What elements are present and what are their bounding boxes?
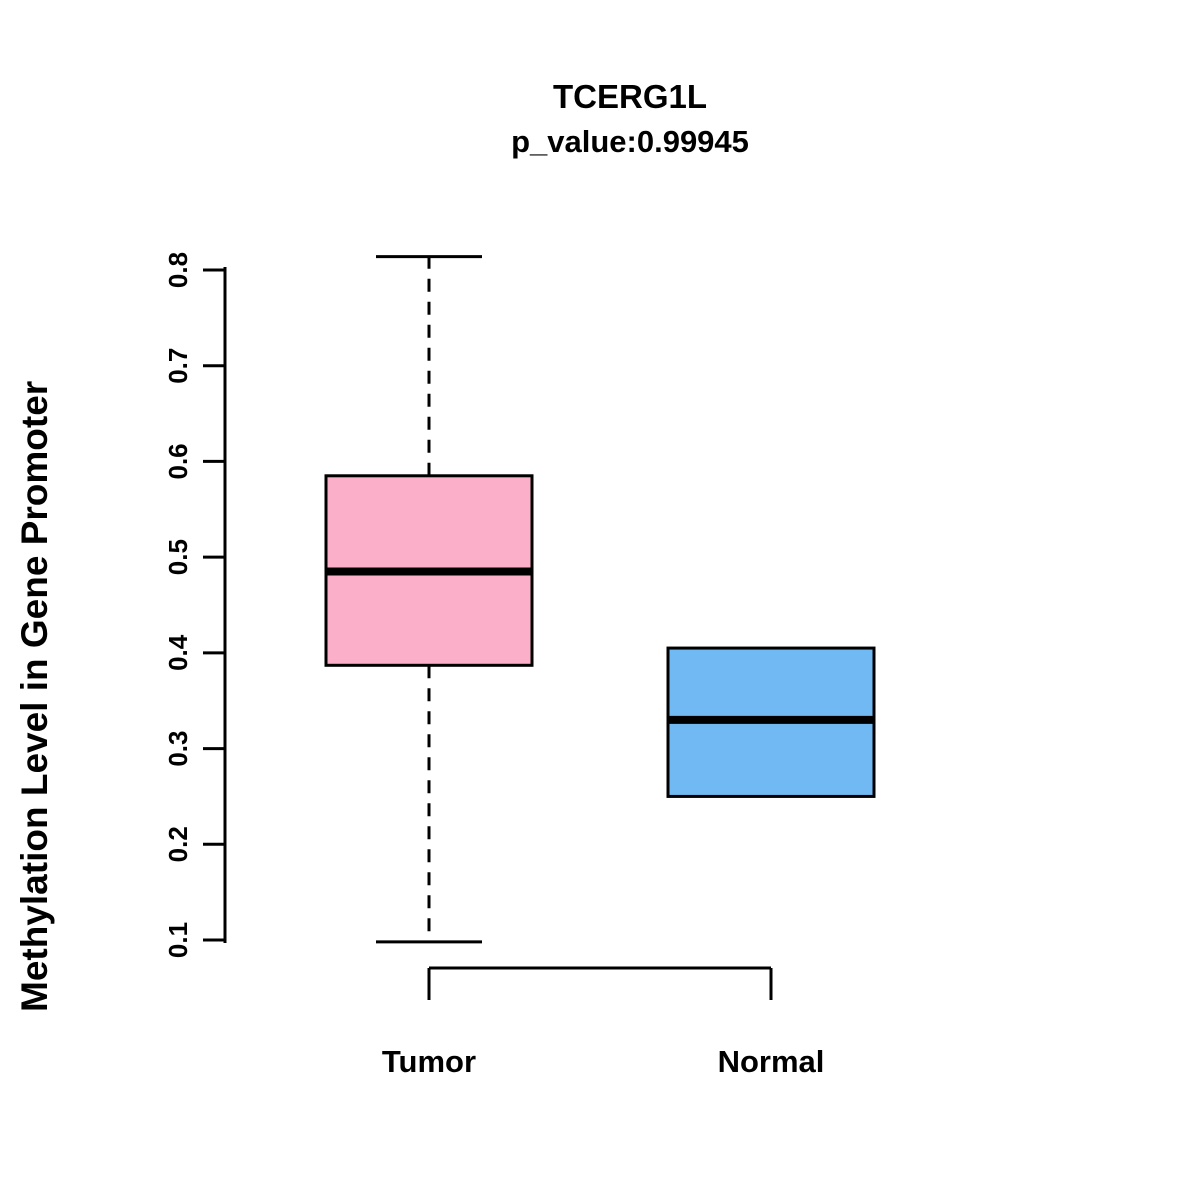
chart-subtitle: p_value:0.99945 xyxy=(511,124,749,160)
y-tick-label: 0.5 xyxy=(163,539,193,575)
y-tick-label: 0.6 xyxy=(163,443,193,479)
y-tick-label: 0.8 xyxy=(163,252,193,288)
y-tick-label: 0.7 xyxy=(163,348,193,384)
chart-title-block: TCERG1L p_value:0.99945 xyxy=(60,74,1200,164)
chart-title: TCERG1L xyxy=(552,78,707,115)
y-tick-label: 0.1 xyxy=(163,922,193,958)
x-category-label: Tumor xyxy=(382,1044,476,1079)
x-category-label: Normal xyxy=(718,1044,825,1079)
y-tick-label: 0.4 xyxy=(163,634,193,671)
y-tick-label: 0.3 xyxy=(163,730,193,766)
y-tick-label: 0.2 xyxy=(163,826,193,862)
